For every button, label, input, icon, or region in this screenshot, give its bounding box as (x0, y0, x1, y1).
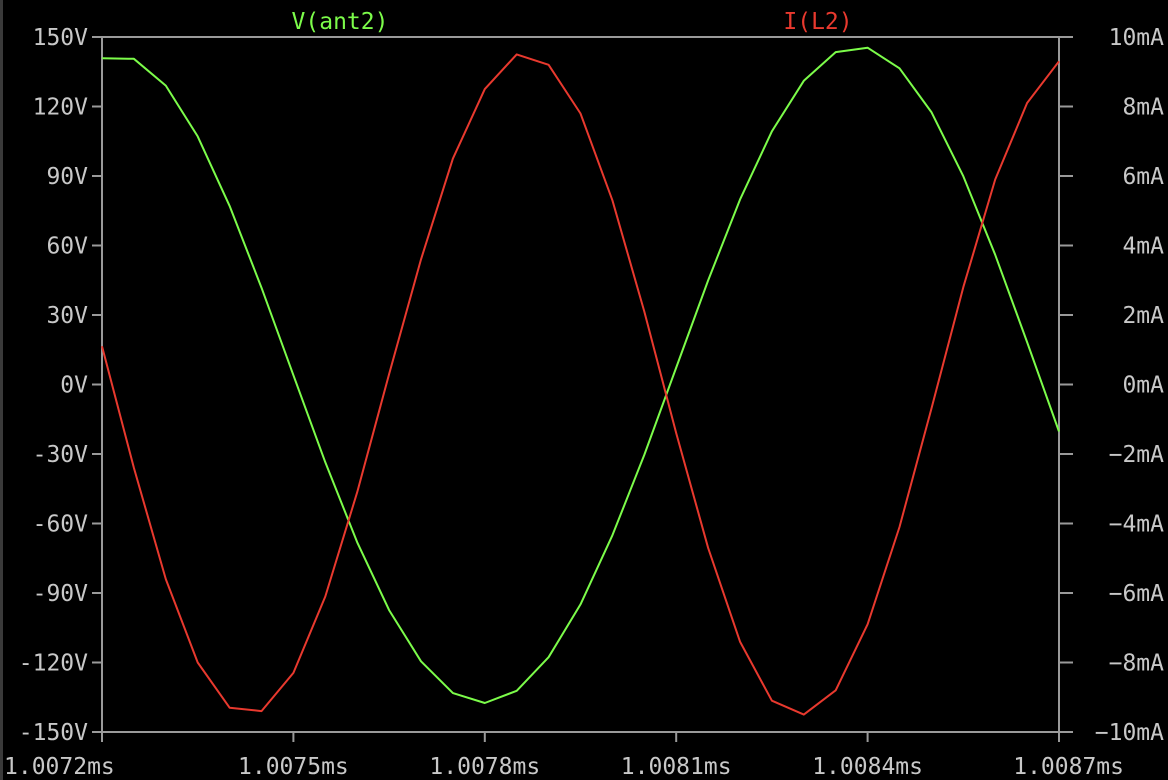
legend-entry: I(L2) (783, 9, 852, 35)
left-tick-label: 120V (33, 95, 89, 121)
right-tick-label: 10mA (1109, 25, 1165, 51)
left-axis: 150V 120V 90V 60V 30V 0V -30V -60V -90V -120V -150… (19, 25, 102, 746)
x-tick-label: 1.0078ms (429, 754, 540, 780)
right-tick-label: 4mA (1122, 234, 1164, 260)
right-tick-label: 0mA (1122, 373, 1164, 399)
x-axis: 1.0072ms 1.0075ms 1.0078ms 1.0081ms 1.0084ms… (4, 732, 1124, 780)
left-tick-label: -120V (19, 651, 88, 677)
right-tick-label: −2mA (1109, 442, 1165, 468)
right-axis: 10mA 8mA 6mA 4mA 2mA 0mA −2mA −4mA −6mA −8mA −10mA (1059, 25, 1164, 746)
series-layer (101, 46, 1060, 716)
x-tick-label: 1.0084ms (812, 754, 923, 780)
x-tick-label: 1.0081ms (621, 754, 732, 780)
left-tick-label: 150V (33, 25, 89, 51)
left-tick-label: -90V (33, 581, 89, 607)
legend: V(ant2) I(L2) (292, 9, 853, 35)
series-line-i-l2 (101, 53, 1060, 716)
x-tick-label: 1.0075ms (238, 754, 349, 780)
left-tick-label: 0V (60, 373, 88, 399)
plot-area (101, 36, 1060, 733)
right-tick-label: 2mA (1122, 303, 1164, 329)
right-tick-label: 8mA (1122, 95, 1164, 121)
right-tick-label: 6mA (1122, 164, 1164, 190)
left-tick-label: 90V (46, 164, 88, 190)
left-tick-label: -60V (33, 512, 89, 538)
right-tick-label: −4mA (1109, 512, 1165, 538)
x-tick-label: 1.0072ms (4, 754, 115, 780)
right-tick-label: −10mA (1095, 720, 1164, 746)
left-tick-label: -150V (19, 720, 88, 746)
x-tick-label: 1.0087ms (1013, 754, 1124, 780)
legend-entry: V(ant2) (292, 9, 389, 35)
left-tick-label: 30V (46, 303, 88, 329)
series-line-v-ant2 (101, 46, 1060, 704)
window-edge (0, 0, 3, 780)
right-tick-label: −8mA (1109, 651, 1165, 677)
left-tick-label: 60V (46, 234, 88, 260)
left-tick-label: -30V (33, 442, 89, 468)
right-tick-label: −6mA (1109, 581, 1165, 607)
